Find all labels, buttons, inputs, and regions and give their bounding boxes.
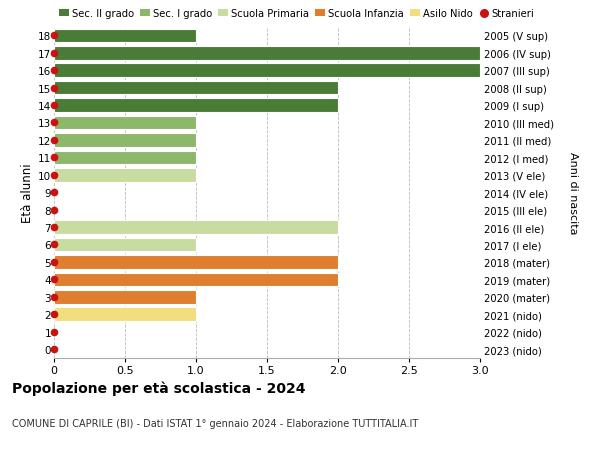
Bar <box>54 291 196 304</box>
Y-axis label: Anni di nascita: Anni di nascita <box>568 151 578 234</box>
Text: COMUNE DI CAPRILE (BI) - Dati ISTAT 1° gennaio 2024 - Elaborazione TUTTITALIA.IT: COMUNE DI CAPRILE (BI) - Dati ISTAT 1° g… <box>12 418 418 428</box>
Bar <box>54 29 196 43</box>
Bar <box>54 168 196 182</box>
Bar <box>54 151 196 165</box>
Y-axis label: Età alunni: Età alunni <box>21 163 34 223</box>
Bar <box>54 47 480 61</box>
Bar <box>54 64 480 78</box>
Bar <box>54 221 338 235</box>
Bar <box>54 134 196 147</box>
Bar <box>54 117 196 130</box>
Bar <box>54 273 338 286</box>
Legend: Sec. II grado, Sec. I grado, Scuola Primaria, Scuola Infanzia, Asilo Nido, Stran: Sec. II grado, Sec. I grado, Scuola Prim… <box>59 9 535 19</box>
Bar <box>54 238 196 252</box>
Bar <box>54 308 196 321</box>
Bar <box>54 82 338 95</box>
Text: Popolazione per età scolastica - 2024: Popolazione per età scolastica - 2024 <box>12 381 305 396</box>
Bar <box>54 99 338 112</box>
Bar <box>54 256 338 269</box>
